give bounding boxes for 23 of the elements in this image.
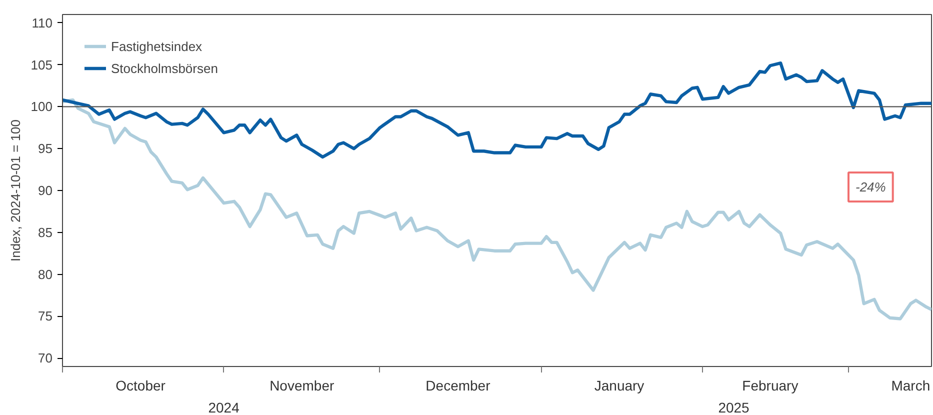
- x-tick-label: March: [891, 378, 930, 394]
- x-tick-label: February: [742, 378, 798, 394]
- x-tick-label: December: [426, 378, 491, 394]
- legend-label: Stockholmsbörsen: [111, 60, 218, 76]
- line-series: [62, 62, 932, 159]
- y-tick-label: 80: [38, 266, 53, 282]
- y-tick-label: 105: [30, 57, 53, 72]
- y-tick-label: 95: [38, 141, 53, 156]
- y-tick-label: 100: [30, 99, 53, 114]
- y-tick-label: 75: [38, 308, 53, 324]
- legend-label: Fastighetsindex: [111, 38, 202, 54]
- y-tick-label: 90: [38, 183, 53, 198]
- x2-tick-label: 2025: [718, 400, 750, 415]
- x2-tick-label: 2024: [208, 400, 240, 415]
- x-tick-label: October: [116, 378, 166, 394]
- y-tick-label: 70: [38, 350, 53, 366]
- y-tick-label: 85: [38, 224, 53, 240]
- x-tick-label: January: [594, 378, 644, 394]
- y-tick-label: 110: [32, 15, 53, 30]
- annotation: -24%: [855, 179, 886, 194]
- y-axis-title: Index, 2024-10-01 = 100: [8, 119, 23, 262]
- line-series: [62, 98, 932, 320]
- x-tick-label: November: [270, 378, 334, 394]
